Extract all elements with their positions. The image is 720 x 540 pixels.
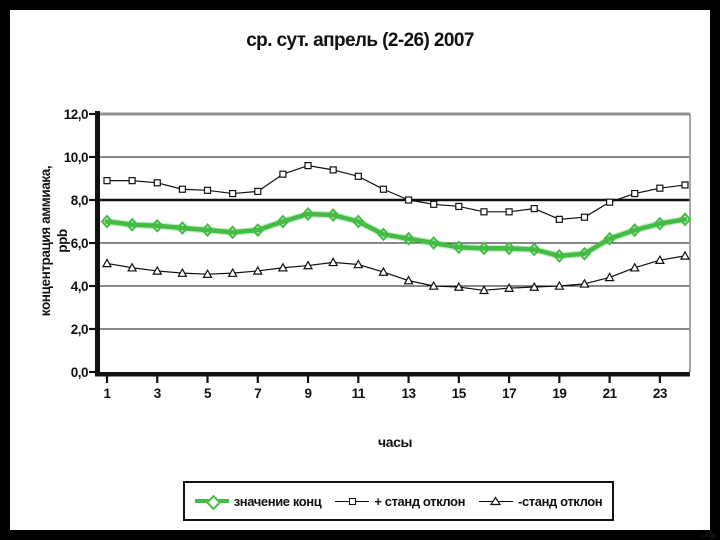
- x-axis-title: часы: [377, 434, 413, 450]
- legend-item-concentration: значение конц: [194, 493, 322, 511]
- svg-text:8,0: 8,0: [71, 193, 88, 208]
- svg-text:23: 23: [653, 386, 668, 401]
- svg-text:2,0: 2,0: [71, 322, 88, 337]
- green-diamond-line-icon: [194, 494, 229, 511]
- svg-text:17: 17: [502, 386, 516, 401]
- x-tick-labels: 1 3 5 7 9 11 13 15 17 19 21 23: [103, 386, 668, 401]
- svg-text:19: 19: [552, 386, 566, 401]
- triangle-marker-icon: [490, 496, 502, 506]
- plot-area: 0,02,04,06,08,010,012,01 3 5 7 9 11 13 15 17 19 21…: [64, 107, 692, 401]
- legend: значение конц + станд отклон -станд откл…: [183, 481, 614, 521]
- svg-text:5: 5: [204, 386, 212, 401]
- svg-text:21: 21: [603, 386, 618, 401]
- legend-label-concentration: значение конц: [233, 493, 322, 509]
- svg-text:6,0: 6,0: [71, 236, 88, 251]
- svg-text:4,0: 4,0: [71, 279, 88, 294]
- series-concentration-line: [100, 206, 692, 263]
- svg-text:3: 3: [154, 386, 162, 401]
- legend-item-minus-std: -станд отклон: [479, 493, 603, 509]
- legend-label-minus-std: -станд отклон: [518, 493, 603, 509]
- cursor-arrow-icon: [700, 530, 717, 540]
- axis-ticks: [89, 112, 661, 383]
- svg-text:10,0: 10,0: [64, 150, 88, 165]
- svg-text:0,0: 0,0: [71, 365, 88, 380]
- legend-item-plus-std: + станд отклон: [335, 494, 465, 509]
- series-plus-std-line: [103, 162, 689, 223]
- svg-text:15: 15: [452, 386, 467, 401]
- svg-text:11: 11: [352, 386, 366, 401]
- svg-text:1: 1: [103, 386, 111, 401]
- gridlines: [96, 112, 691, 372]
- triangle-line-icon: [479, 494, 514, 508]
- svg-text:13: 13: [402, 386, 417, 401]
- chart-title: ср. сут. апрель (2-26) 2007: [246, 30, 474, 51]
- series-minus-std-line: [101, 250, 691, 295]
- svg-text:9: 9: [305, 386, 312, 401]
- legend-label-plus-std: + станд отклон: [374, 493, 466, 509]
- chart-panel: ср. сут. апрель (2-26) 2007 концентрация…: [10, 10, 717, 540]
- svg-text:12,0: 12,0: [64, 107, 88, 122]
- y-tick-labels: 0,0 2,0 4,0 6,0 8,0 10,0 12,0: [64, 107, 89, 380]
- square-line-icon: [335, 494, 370, 508]
- svg-text:7: 7: [254, 386, 261, 401]
- axes: [95, 111, 690, 377]
